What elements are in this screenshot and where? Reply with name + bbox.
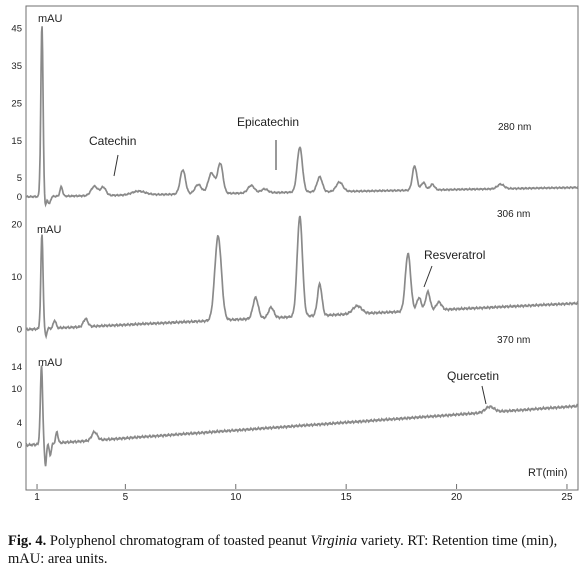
y-tick-label: 4 (17, 418, 22, 429)
panel-306nm: mAU 306 nm 0 10 20 Resveratrol (11, 209, 579, 340)
y-tick-label: 10 (11, 272, 22, 283)
x-tick-label: 1 (34, 492, 40, 503)
x-tick-label: 25 (561, 492, 573, 503)
caption-text-before: Polyphenol chromatogram of toasted peanu… (46, 533, 311, 549)
figure-caption: Fig. 4. Polyphenol chromatogram of toast… (8, 532, 574, 568)
annotation-quercetin-pointer (481, 385, 487, 405)
y-tick-label: 25 (11, 98, 22, 109)
annotation-catechin-pointer (113, 154, 119, 177)
x-tick-label: 10 (230, 492, 242, 503)
annotation-catechin: Catechin (89, 134, 136, 148)
y-tick-label: 14 (11, 362, 22, 373)
y-tick-label: 5 (17, 173, 22, 184)
y-tick-label: 15 (11, 136, 22, 147)
x-axis-label: RT(min) (528, 467, 568, 479)
y-tick-label: 10 (11, 384, 22, 395)
x-tick-label: 15 (341, 492, 353, 503)
y-tick-label: 0 (17, 192, 22, 203)
annotation-resveratrol-pointer (423, 265, 433, 288)
y-tick-label: 20 (11, 220, 22, 231)
annotation-quercetin: Quercetin (447, 369, 499, 383)
y-axis-label: mAU (38, 357, 63, 369)
panel-280nm: mAU 280 nm 0 5 15 25 35 45 Catechin Epicatech… (11, 13, 579, 208)
y-axis-label: mAU (37, 224, 62, 236)
caption-variety: Virginia (310, 533, 358, 549)
y-ticks: 0 10 20 (11, 220, 22, 336)
y-tick-label: 0 (17, 440, 22, 451)
x-tick-label: 20 (451, 492, 463, 503)
annotation-resveratrol: Resveratrol (424, 248, 485, 262)
y-tick-label: 35 (11, 61, 22, 72)
wavelength-label: 280 nm (498, 122, 531, 133)
caption-fig-label: Fig. 4. (8, 533, 47, 549)
annotation-epicatechin: Epicatechin (237, 115, 299, 129)
caption-text-after: variety. RT: Retention time (min), mAU: … (8, 533, 558, 567)
figure-frame (25, 5, 579, 491)
wavelength-label: 370 nm (497, 335, 530, 346)
y-ticks: 0 5 15 25 35 45 (11, 24, 22, 203)
x-tick-label: 5 (123, 492, 129, 503)
y-tick-label: 0 (17, 325, 22, 336)
wavelength-label: 306 nm (497, 209, 530, 220)
trace-370nm (25, 365, 579, 467)
y-axis-label: mAU (38, 13, 63, 25)
y-tick-label: 45 (11, 24, 22, 35)
x-ticks: 1 5 10 15 20 25 (34, 484, 573, 503)
panel-370nm: mAU 370 nm 0 4 10 14 Quercetin (11, 335, 579, 467)
trace-280nm (25, 26, 579, 208)
y-ticks: 0 4 10 14 (11, 362, 22, 451)
trace-306nm (25, 215, 579, 340)
